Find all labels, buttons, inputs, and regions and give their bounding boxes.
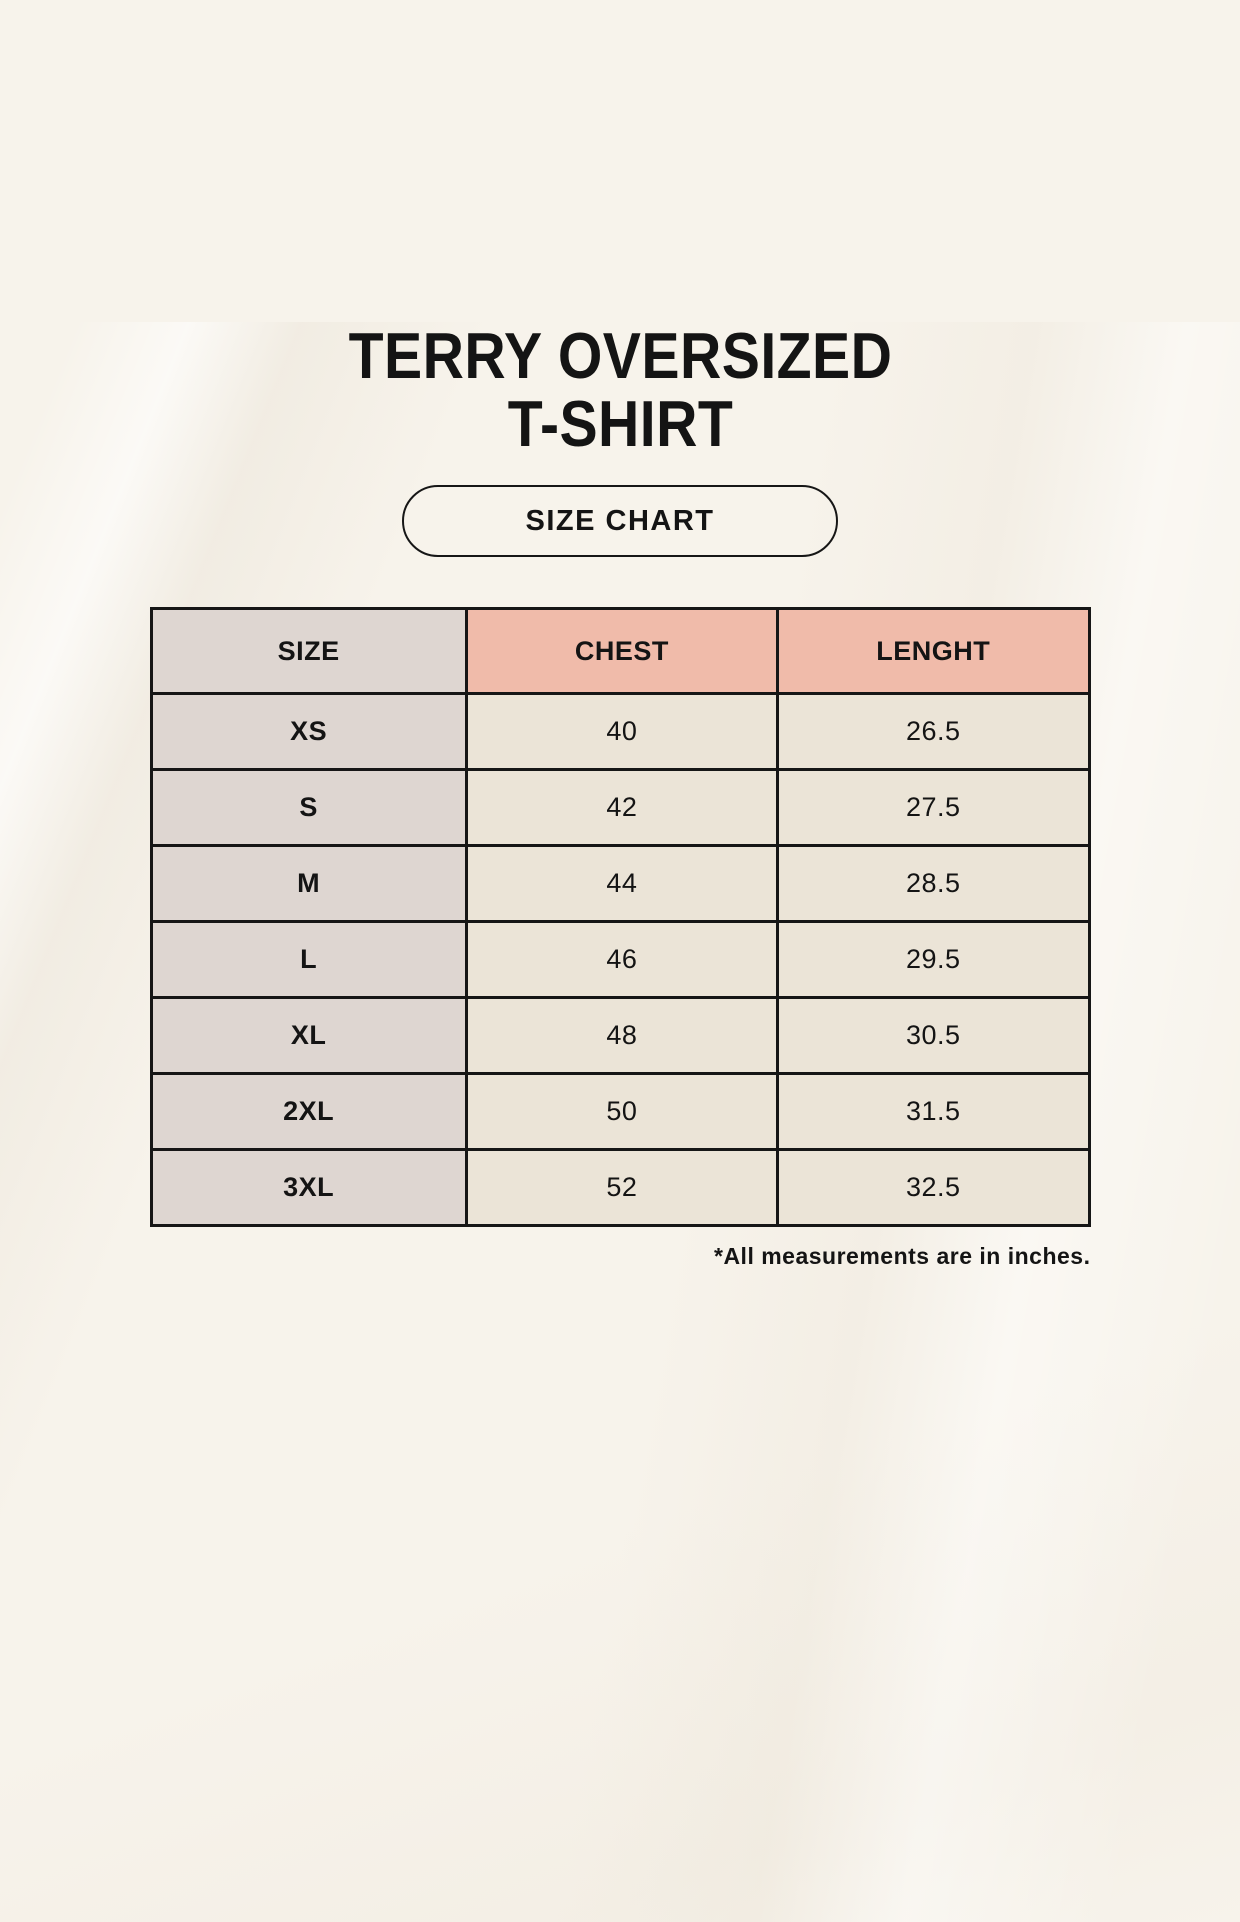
product-title-line1: TERRY OVERSIZED — [348, 319, 892, 392]
product-title: TERRY OVERSIZED T-SHIRT — [206, 322, 1034, 457]
table-row: XS 40 26.5 — [149, 692, 1091, 772]
size-cell: 3XL — [149, 1148, 468, 1228]
table-row: XL 48 30.5 — [149, 996, 1091, 1076]
length-cell: 27.5 — [776, 768, 1091, 848]
chest-cell: 48 — [464, 996, 780, 1076]
size-cell: L — [149, 920, 468, 1000]
size-table-header: SIZE CHEST LENGHT — [149, 607, 1091, 696]
size-chart-badge: SIZE CHART — [402, 485, 838, 558]
chest-cell: 40 — [464, 692, 780, 772]
column-header-size: SIZE — [149, 607, 468, 696]
size-cell: XL — [149, 996, 468, 1076]
table-row: S 42 27.5 — [149, 768, 1091, 848]
measurements-footnote: *All measurements are in inches. — [714, 1243, 1091, 1270]
table-row: L 46 29.5 — [149, 920, 1091, 1000]
size-table-body: XS 40 26.5 S 42 27.5 M 44 28.5 L 46 29.5 XL 48 30.5 2XL… — [149, 692, 1091, 1228]
size-cell: XS — [149, 692, 468, 772]
length-cell: 31.5 — [776, 1072, 1091, 1152]
chest-cell: 44 — [464, 844, 780, 924]
size-cell: M — [149, 844, 468, 924]
length-cell: 28.5 — [776, 844, 1091, 924]
size-cell: 2XL — [149, 1072, 468, 1152]
length-cell: 32.5 — [776, 1148, 1091, 1228]
chest-cell: 50 — [464, 1072, 780, 1152]
product-title-line2: T-SHIRT — [507, 386, 733, 460]
size-chart-page: TERRY OVERSIZED T-SHIRT SIZE CHART SIZE … — [149, 322, 1091, 1270]
length-cell: 29.5 — [776, 920, 1091, 1000]
table-row: 3XL 52 32.5 — [149, 1148, 1091, 1228]
size-table: SIZE CHEST LENGHT XS 40 26.5 S 42 27.5 M 44 28.5… — [149, 607, 1091, 1228]
table-row: 2XL 50 31.5 — [149, 1072, 1091, 1152]
length-cell: 30.5 — [776, 996, 1091, 1076]
chest-cell: 42 — [464, 768, 780, 848]
chest-cell: 46 — [464, 920, 780, 1000]
length-cell: 26.5 — [776, 692, 1091, 772]
header-row: SIZE CHEST LENGHT — [149, 607, 1091, 696]
size-chart-badge-label: SIZE CHART — [525, 504, 715, 537]
chest-cell: 52 — [464, 1148, 780, 1228]
size-cell: S — [149, 768, 468, 848]
table-row: M 44 28.5 — [149, 844, 1091, 924]
column-header-length: LENGHT — [776, 607, 1091, 696]
column-header-chest: CHEST — [464, 607, 780, 696]
